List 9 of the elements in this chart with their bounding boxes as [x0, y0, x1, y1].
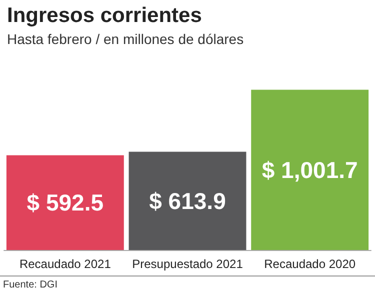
data-label: $ 613.9: [149, 188, 226, 214]
data-label: $ 1,001.7: [262, 156, 358, 183]
x-tick-label: Recaudado 2021: [19, 257, 112, 271]
chart-subtitle: Hasta febrero / en millones de dólares: [7, 31, 244, 47]
x-tick-label: Recaudado 2020: [264, 257, 356, 271]
x-tick-label: Presupuestado 2021: [132, 257, 244, 271]
source-note: Fuente: DGI: [3, 280, 58, 290]
chart-title: Ingresos corrientes: [7, 4, 202, 27]
data-label: $ 592.5: [26, 190, 104, 216]
